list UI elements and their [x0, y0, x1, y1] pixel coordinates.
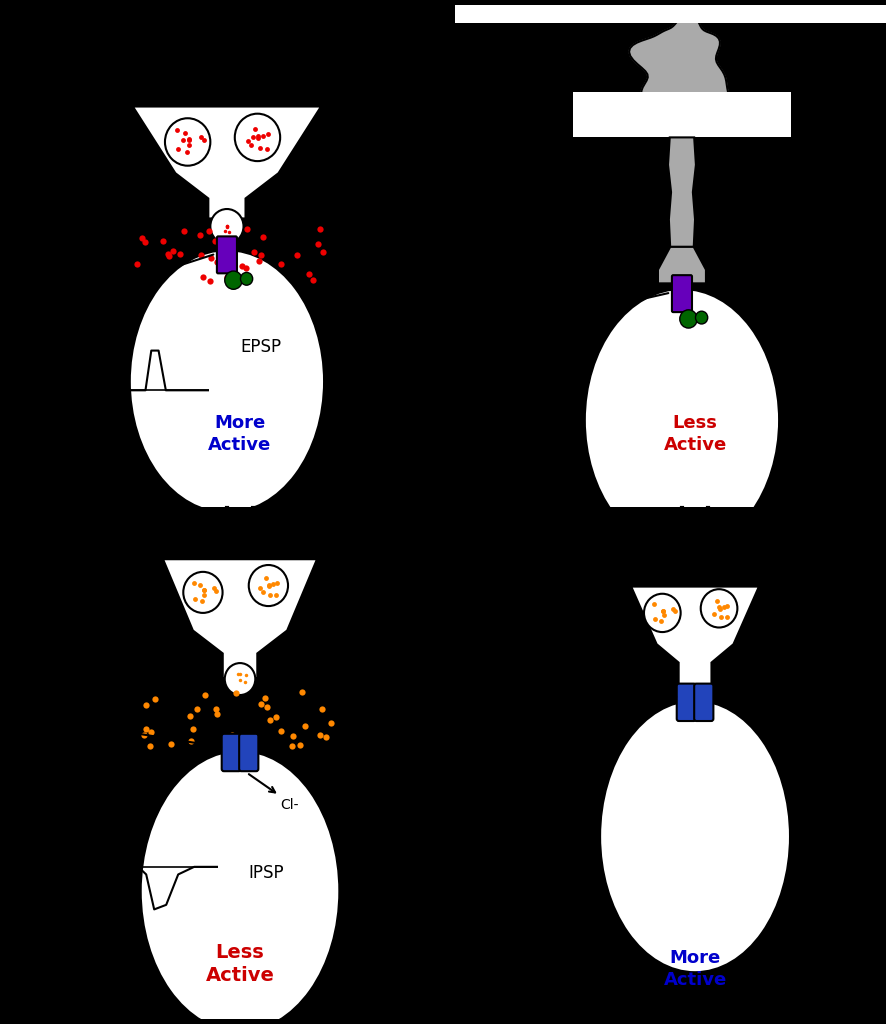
Polygon shape	[657, 247, 705, 284]
Text: More
Active: More Active	[663, 948, 726, 989]
Circle shape	[235, 114, 280, 161]
Text: D1
Receptor: D1 Receptor	[498, 294, 563, 328]
Circle shape	[183, 571, 222, 613]
Polygon shape	[131, 105, 323, 219]
Text: C: C	[465, 22, 486, 49]
Bar	[572, 92, 790, 137]
Polygon shape	[628, 15, 728, 130]
Text: GPi neuron: GPi neuron	[477, 950, 588, 969]
Ellipse shape	[583, 288, 780, 553]
Text: GPi neuron: GPi neuron	[22, 950, 134, 969]
Circle shape	[210, 209, 244, 244]
Text: Striatal
Neuron: Striatal Neuron	[35, 391, 110, 431]
Text: B: B	[11, 534, 32, 561]
Circle shape	[248, 565, 288, 606]
Text: Dopamine: Dopamine	[265, 230, 340, 246]
Text: Striatal neuron: Striatal neuron	[206, 526, 360, 544]
Text: GABA
Receptor: GABA Receptor	[489, 651, 555, 684]
FancyBboxPatch shape	[676, 684, 696, 721]
Text: Cl-: Cl-	[280, 798, 299, 812]
Text: Substantia
nigra
neuron: Substantia nigra neuron	[263, 14, 364, 74]
FancyBboxPatch shape	[239, 734, 258, 771]
Text: D1
Receptor: D1 Receptor	[43, 266, 109, 300]
FancyBboxPatch shape	[672, 275, 691, 312]
Text: Striatal neuron: Striatal neuron	[661, 526, 814, 544]
Polygon shape	[161, 558, 318, 679]
FancyBboxPatch shape	[222, 734, 241, 771]
Bar	[411, 0, 886, 24]
Circle shape	[643, 594, 680, 632]
Text: D: D	[465, 534, 488, 561]
Text: IPSP: IPSP	[248, 864, 284, 882]
Text: GABA: GABA	[316, 711, 357, 725]
Text: More
Active: More Active	[208, 414, 271, 454]
Polygon shape	[629, 586, 759, 686]
Text: Striatal
Neuron: Striatal Neuron	[489, 404, 564, 444]
Polygon shape	[667, 137, 696, 247]
Text: A: A	[11, 22, 33, 49]
Circle shape	[695, 311, 707, 324]
Text: EPSP: EPSP	[240, 338, 281, 356]
Text: GABA
Receptor: GABA Receptor	[35, 701, 100, 734]
Text: Less
Active: Less Active	[663, 414, 726, 454]
Ellipse shape	[128, 249, 325, 514]
Text: Less
Active: Less Active	[206, 943, 274, 985]
Ellipse shape	[139, 750, 340, 1024]
Text: Substantia nigra
neuron
(Parkinson's
disease): Substantia nigra neuron (Parkinson's dis…	[697, 14, 840, 82]
Circle shape	[679, 310, 696, 328]
FancyBboxPatch shape	[694, 684, 712, 721]
Circle shape	[700, 589, 736, 628]
Circle shape	[240, 272, 253, 286]
Circle shape	[165, 118, 210, 166]
Circle shape	[224, 271, 242, 290]
Ellipse shape	[598, 699, 790, 973]
FancyBboxPatch shape	[217, 237, 237, 273]
Circle shape	[224, 664, 255, 695]
